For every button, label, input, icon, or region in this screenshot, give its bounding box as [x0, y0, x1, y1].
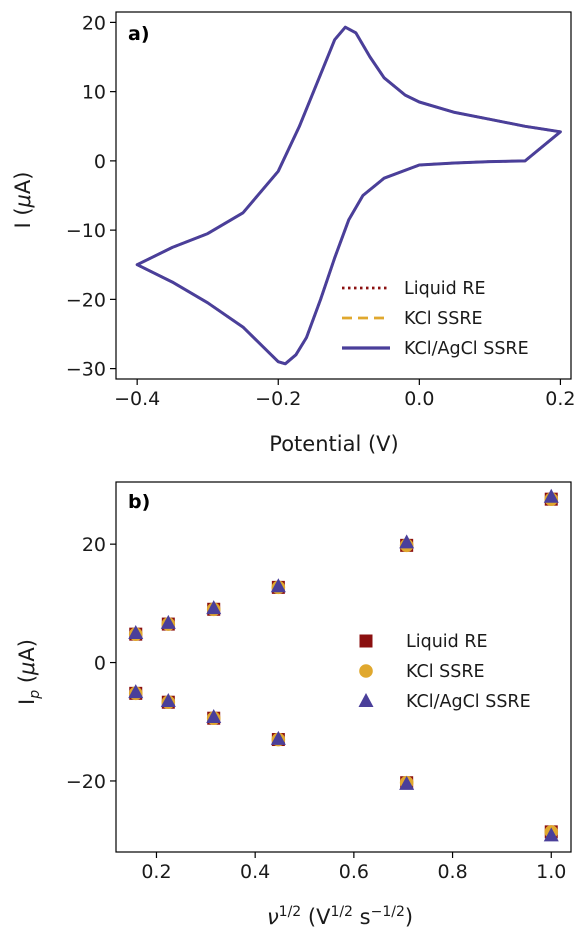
panel-a-x-tick-label: 0.2	[545, 388, 575, 410]
panel-b-point-cathodic	[270, 730, 286, 745]
panel-a-series-kcl-agcl-ssre	[135, 25, 562, 366]
panel-b-point-anodic	[270, 578, 286, 593]
panel-a-legend: Liquid RE KCl SSRE KCl/AgCl SSRE	[342, 279, 529, 359]
panel-b-x-tick-label: 0.4	[240, 861, 270, 883]
panel-a-x-tick-label: −0.2	[255, 388, 301, 410]
panel-b-x-tick-label: 0.8	[437, 861, 467, 883]
panel-b-y-tick-label: 20	[82, 534, 106, 556]
panel-a-axes-layer: −0.4 −0.2 0.0 0.2 −30 −20 −10 0 10 20	[66, 11, 576, 410]
panel-a-cyclic-voltammogram: −0.4 −0.2 0.0 0.2 −30 −20 −10 0 10 20 a) Potentia…	[11, 11, 576, 456]
panel-a-label: a)	[128, 23, 150, 45]
panel-b-series-liquid-re	[129, 492, 558, 839]
panel-a-y-tick-label: 20	[82, 12, 106, 34]
panel-b-frame	[115, 481, 572, 853]
panel-b-x-tick-label: 0.6	[339, 861, 369, 883]
panel-b-legend-label: KCl SSRE	[406, 662, 485, 682]
panel-b-point-anodic	[128, 624, 144, 639]
panel-a-legend-label: KCl/AgCl SSRE	[404, 339, 529, 359]
panel-a-legend-label: Liquid RE	[404, 279, 486, 299]
panel-b-x-tick-label: 0.2	[141, 861, 171, 883]
panel-b-legend-marker	[359, 634, 373, 648]
panel-b-point-anodic	[543, 488, 559, 503]
panel-b-legend-marker	[358, 693, 374, 707]
panel-b-point-anodic	[206, 600, 222, 615]
panel-b-point-anodic	[160, 614, 176, 629]
panel-b-y-axis-label: Ip (μA)	[15, 639, 43, 705]
panel-b-series-kcl-ssre	[128, 492, 559, 839]
panel-a-series-layer	[135, 25, 562, 366]
panel-b-series-kcl-agcl-ssre	[128, 488, 559, 842]
panel-a-y-axis-label: I (μA)	[11, 172, 35, 229]
panel-b-legend: Liquid RE KCl SSRE KCl/AgCl SSRE	[358, 632, 531, 712]
panel-b-point-cathodic	[399, 775, 415, 790]
panel-b-peak-current-plot: 0.2 0.4 0.6 0.8 1.0 −20 0 20 b) ν1/2 (V1/2 s−1/…	[15, 481, 572, 929]
panel-a-x-tick-label: −0.4	[114, 388, 160, 410]
panel-b-axes-layer: 0.2 0.4 0.6 0.8 1.0 −20 0 20	[66, 481, 572, 883]
panel-b-point-cathodic	[206, 709, 222, 724]
panel-b-legend-label: Liquid RE	[406, 632, 488, 652]
panel-b-series-layer	[128, 488, 559, 842]
panel-a-y-tick-label: −20	[66, 289, 106, 311]
panel-a-frame	[115, 11, 572, 380]
panel-a-x-axis-label: Potential (V)	[269, 432, 398, 456]
panel-b-point-cathodic	[543, 827, 559, 842]
panel-a-x-tick-label: 0.0	[404, 388, 434, 410]
panel-b-point-anodic	[399, 534, 415, 549]
panel-b-legend-marker	[359, 664, 373, 678]
panel-b-label: b)	[128, 491, 150, 513]
panel-b-legend-label: KCl/AgCl SSRE	[406, 692, 531, 712]
panel-a-series-liquid-re	[135, 25, 562, 366]
panel-b-point-cathodic	[128, 684, 144, 699]
panel-b-point-cathodic	[160, 693, 176, 708]
panel-a-y-tick-label: 0	[94, 151, 106, 173]
panel-a-y-tick-label: −10	[66, 220, 106, 242]
panel-a-y-tick-label: 10	[82, 82, 106, 104]
panel-a-y-tick-label: −30	[66, 359, 106, 381]
panel-b-y-tick-label: −20	[66, 771, 106, 793]
panel-b-x-axis-label: ν1/2 (V1/2 s−1/2)	[267, 904, 413, 929]
panel-a-series-kcl-ssre	[135, 25, 562, 366]
panel-b-x-tick-label: 1.0	[536, 861, 566, 883]
panel-b-y-tick-label: 0	[94, 653, 106, 675]
panel-a-legend-label: KCl SSRE	[404, 309, 483, 329]
